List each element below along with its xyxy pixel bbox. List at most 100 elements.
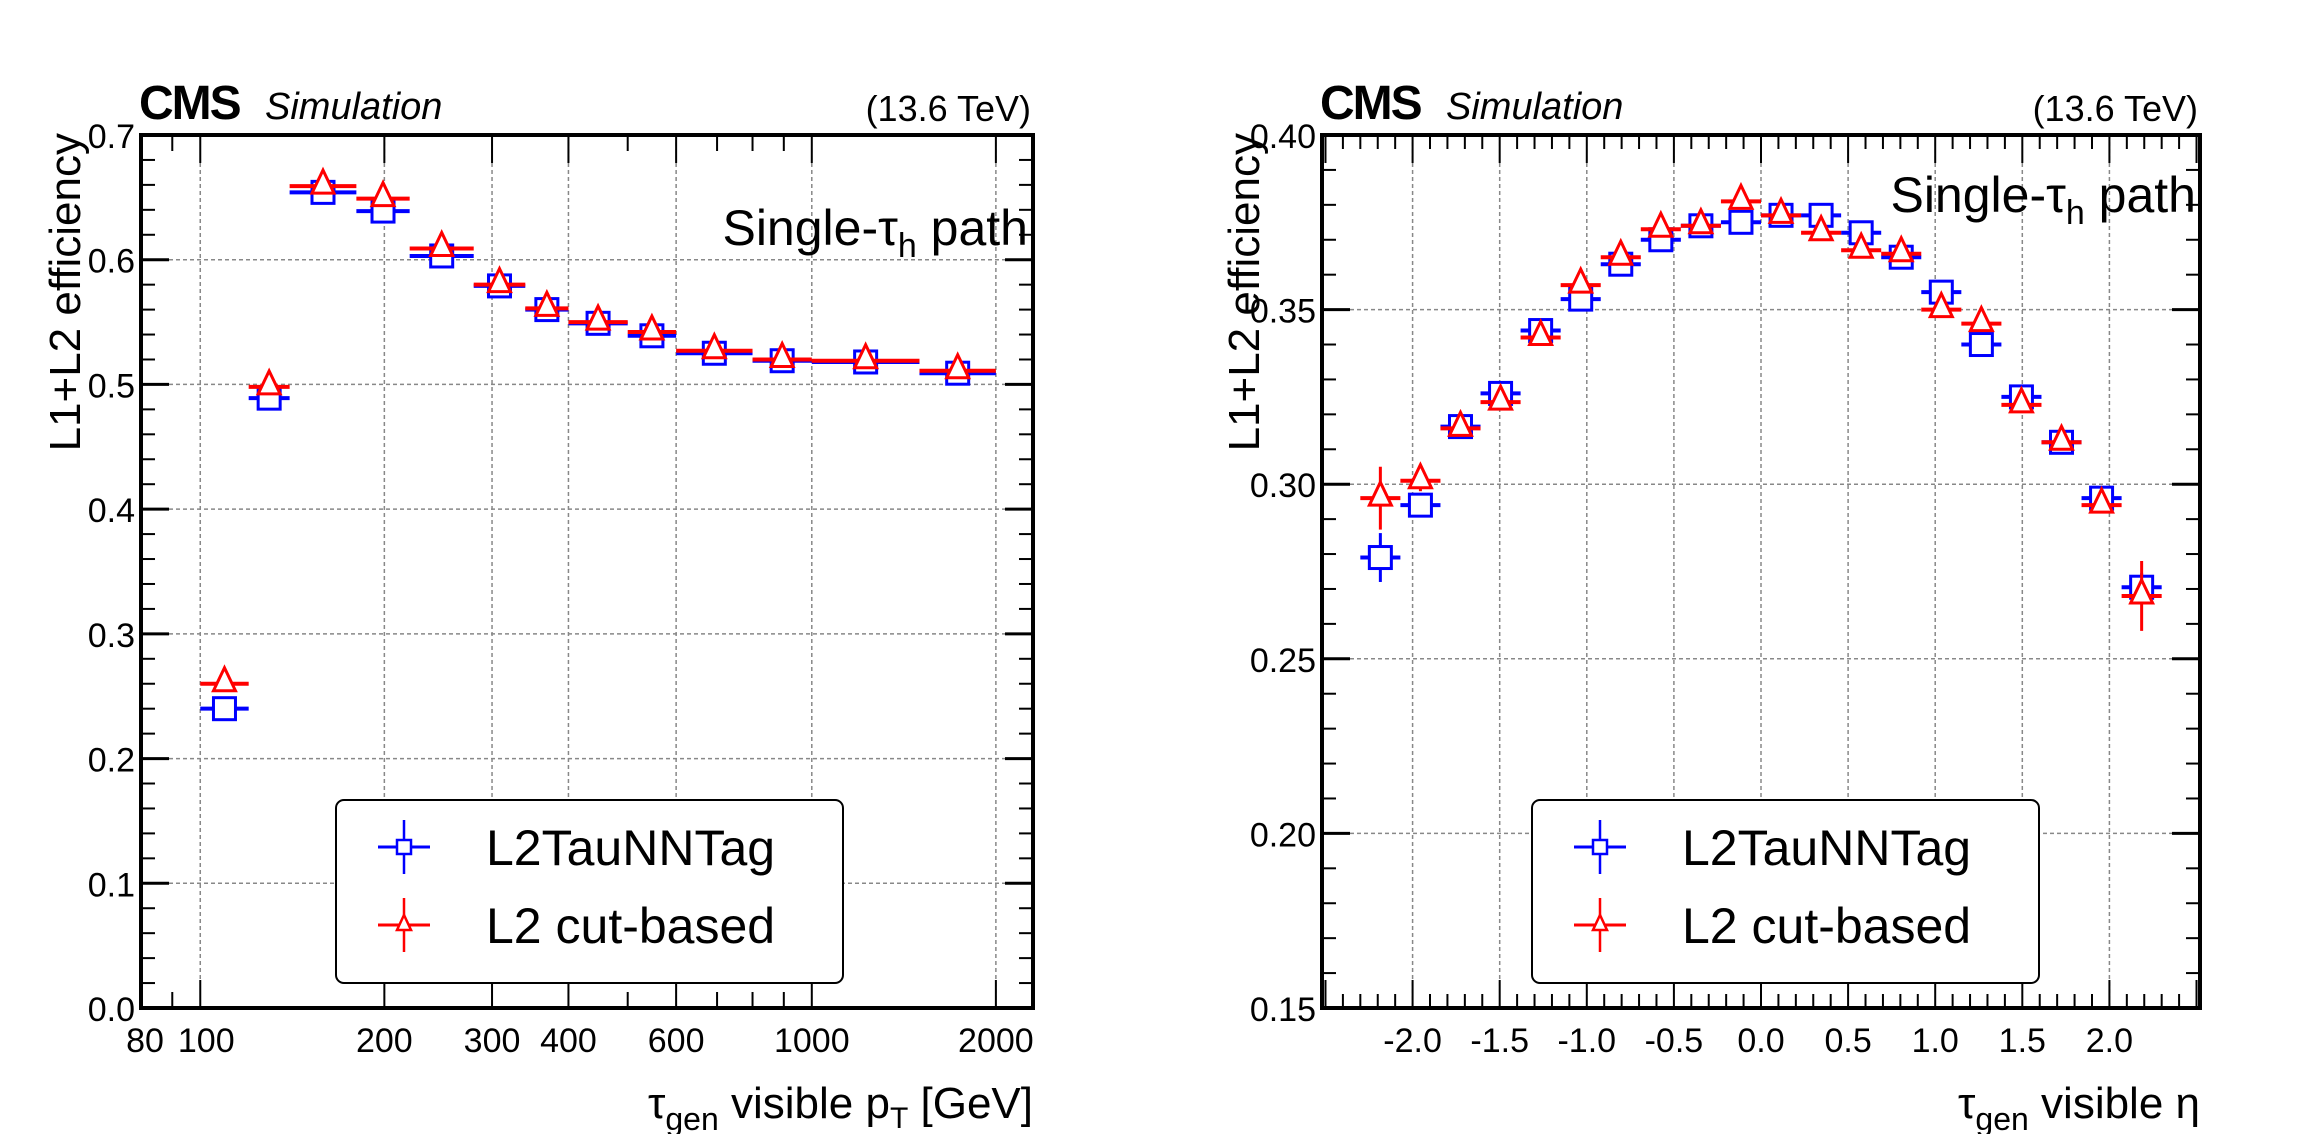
legend-label: L2TauNNTag (1682, 820, 1971, 876)
y-tick-label: 0.7 (88, 118, 135, 156)
data-point (1400, 461, 1441, 492)
data-point (409, 229, 474, 257)
triangle-marker (211, 664, 238, 693)
triangle-marker (1767, 195, 1795, 224)
grid (141, 135, 1033, 1008)
simulation-label: Simulation (1446, 86, 1623, 128)
y-axis-title: L1+L2 efficiency (1220, 133, 1269, 451)
data-point (356, 179, 410, 208)
legend-box (1531, 799, 2040, 984)
data-point (1720, 181, 1761, 210)
triangle-marker (852, 341, 880, 370)
legend-triangle-marker (1591, 912, 1609, 932)
data-point (525, 288, 569, 317)
legend-item: L2TauNNTag (378, 820, 775, 876)
triangle-marker (1647, 209, 1675, 238)
x-tick-label: 200 (356, 1022, 413, 1060)
legend: L2TauNNTag L2 cut-based (335, 799, 844, 984)
y-tick-label: 0.2 (88, 742, 135, 780)
triangle-marker (2008, 385, 2035, 414)
triangle-marker (1366, 478, 1394, 507)
legend-item: L2 cut-based (378, 898, 775, 954)
data-point (1600, 237, 1641, 266)
triangle-marker (584, 302, 612, 331)
x-axis-title: τgen visible pT [GeV] (648, 1079, 1033, 1134)
x-tick-label: 2000 (958, 1022, 1034, 1060)
path-annotation: Single-τh path (1890, 167, 2196, 232)
path-annotation: Single-τh path (722, 200, 1028, 265)
legend-label: L2 cut-based (486, 898, 775, 954)
triangle-marker (2128, 576, 2156, 605)
x-tick-label: 600 (648, 1022, 705, 1060)
triangle-marker (2088, 485, 2115, 514)
plot-frame (139, 133, 1035, 1010)
data-point (1480, 382, 1521, 411)
y-tick-label: 0.40 (1250, 118, 1316, 156)
square-marker (1407, 492, 1433, 518)
data-point (1881, 234, 1922, 263)
cms-label: CMS (1320, 77, 1422, 130)
x-tick-label: 1000 (774, 1022, 850, 1060)
triangle-marker (1607, 237, 1635, 266)
path-annotation-sub: h (898, 227, 917, 265)
data-point (1761, 195, 1802, 224)
triangle-marker (1727, 181, 1755, 210)
data-point (1720, 209, 1761, 235)
x-axis-title: τgen visible η (1958, 1079, 2200, 1134)
x-tick-label: 2.0 (2086, 1022, 2133, 1060)
square-marker (1367, 545, 1393, 571)
legend-label: L2 cut-based (1682, 898, 1971, 954)
triangle-marker (428, 229, 456, 257)
x-tick-label: -0.5 (1645, 1022, 1704, 1060)
data-point (2081, 485, 2122, 514)
triangle-marker (1567, 265, 1595, 294)
data-point (627, 312, 677, 341)
data-point (1801, 213, 1842, 242)
y-tick-label: 0.3 (88, 617, 135, 655)
data-point (752, 340, 812, 368)
x-tick-label: -2.0 (1383, 1022, 1442, 1060)
ticks (1322, 133, 2200, 1010)
triangle-marker (1447, 408, 1474, 437)
data-point (1560, 265, 1601, 294)
simulation-label: Simulation (265, 86, 442, 128)
x-title-sub2: T (890, 1102, 908, 1134)
triangle-marker (768, 340, 796, 368)
legend-triangle-marker (395, 912, 413, 932)
triangle-marker (1967, 304, 1995, 333)
data-point (1640, 209, 1681, 238)
path-annotation-main: Single-τ (1890, 167, 2066, 223)
grid (1322, 135, 2200, 1008)
data-point (1961, 304, 2002, 333)
data-point (568, 302, 628, 331)
x-tick-label: 1.5 (1999, 1022, 2046, 1060)
triangle-marker (700, 331, 728, 360)
triangle-marker (1927, 290, 1955, 319)
series-l2-cut-based (1360, 181, 2162, 631)
data-point (1360, 533, 1401, 582)
x-title-sub: gen (1975, 1101, 2028, 1134)
triangle-marker (944, 351, 972, 380)
triangle-marker (2048, 422, 2075, 451)
y-tick-label: 0.1 (88, 866, 135, 904)
triangle-marker (369, 179, 397, 208)
legend-square-marker (1591, 838, 1609, 856)
pt-efficiency-plot: 0.0 0.1 0.2 0.3 0.4 0.5 0.6 0.7 80 100 200 300 400 60… (41, 77, 1035, 1134)
cms-label: CMS (139, 77, 241, 130)
triangle-marker (1487, 382, 1514, 411)
x-tick-label: -1.5 (1470, 1022, 1529, 1060)
triangle-marker (1807, 213, 1835, 242)
data-point (1520, 318, 1561, 347)
triangle-marker (638, 312, 666, 341)
square-marker (1968, 332, 1994, 358)
data-point (200, 696, 249, 722)
triangle-marker (1887, 234, 1915, 263)
y-axis-title: L1+L2 efficiency (41, 133, 90, 451)
x-title-main: τ (648, 1079, 666, 1128)
data-point (1360, 466, 1401, 530)
y-tick-label: 0.4 (88, 492, 135, 530)
legend-square-marker (395, 838, 413, 856)
x-tick-label: 0.5 (1824, 1022, 1871, 1060)
data-point (1440, 408, 1481, 437)
